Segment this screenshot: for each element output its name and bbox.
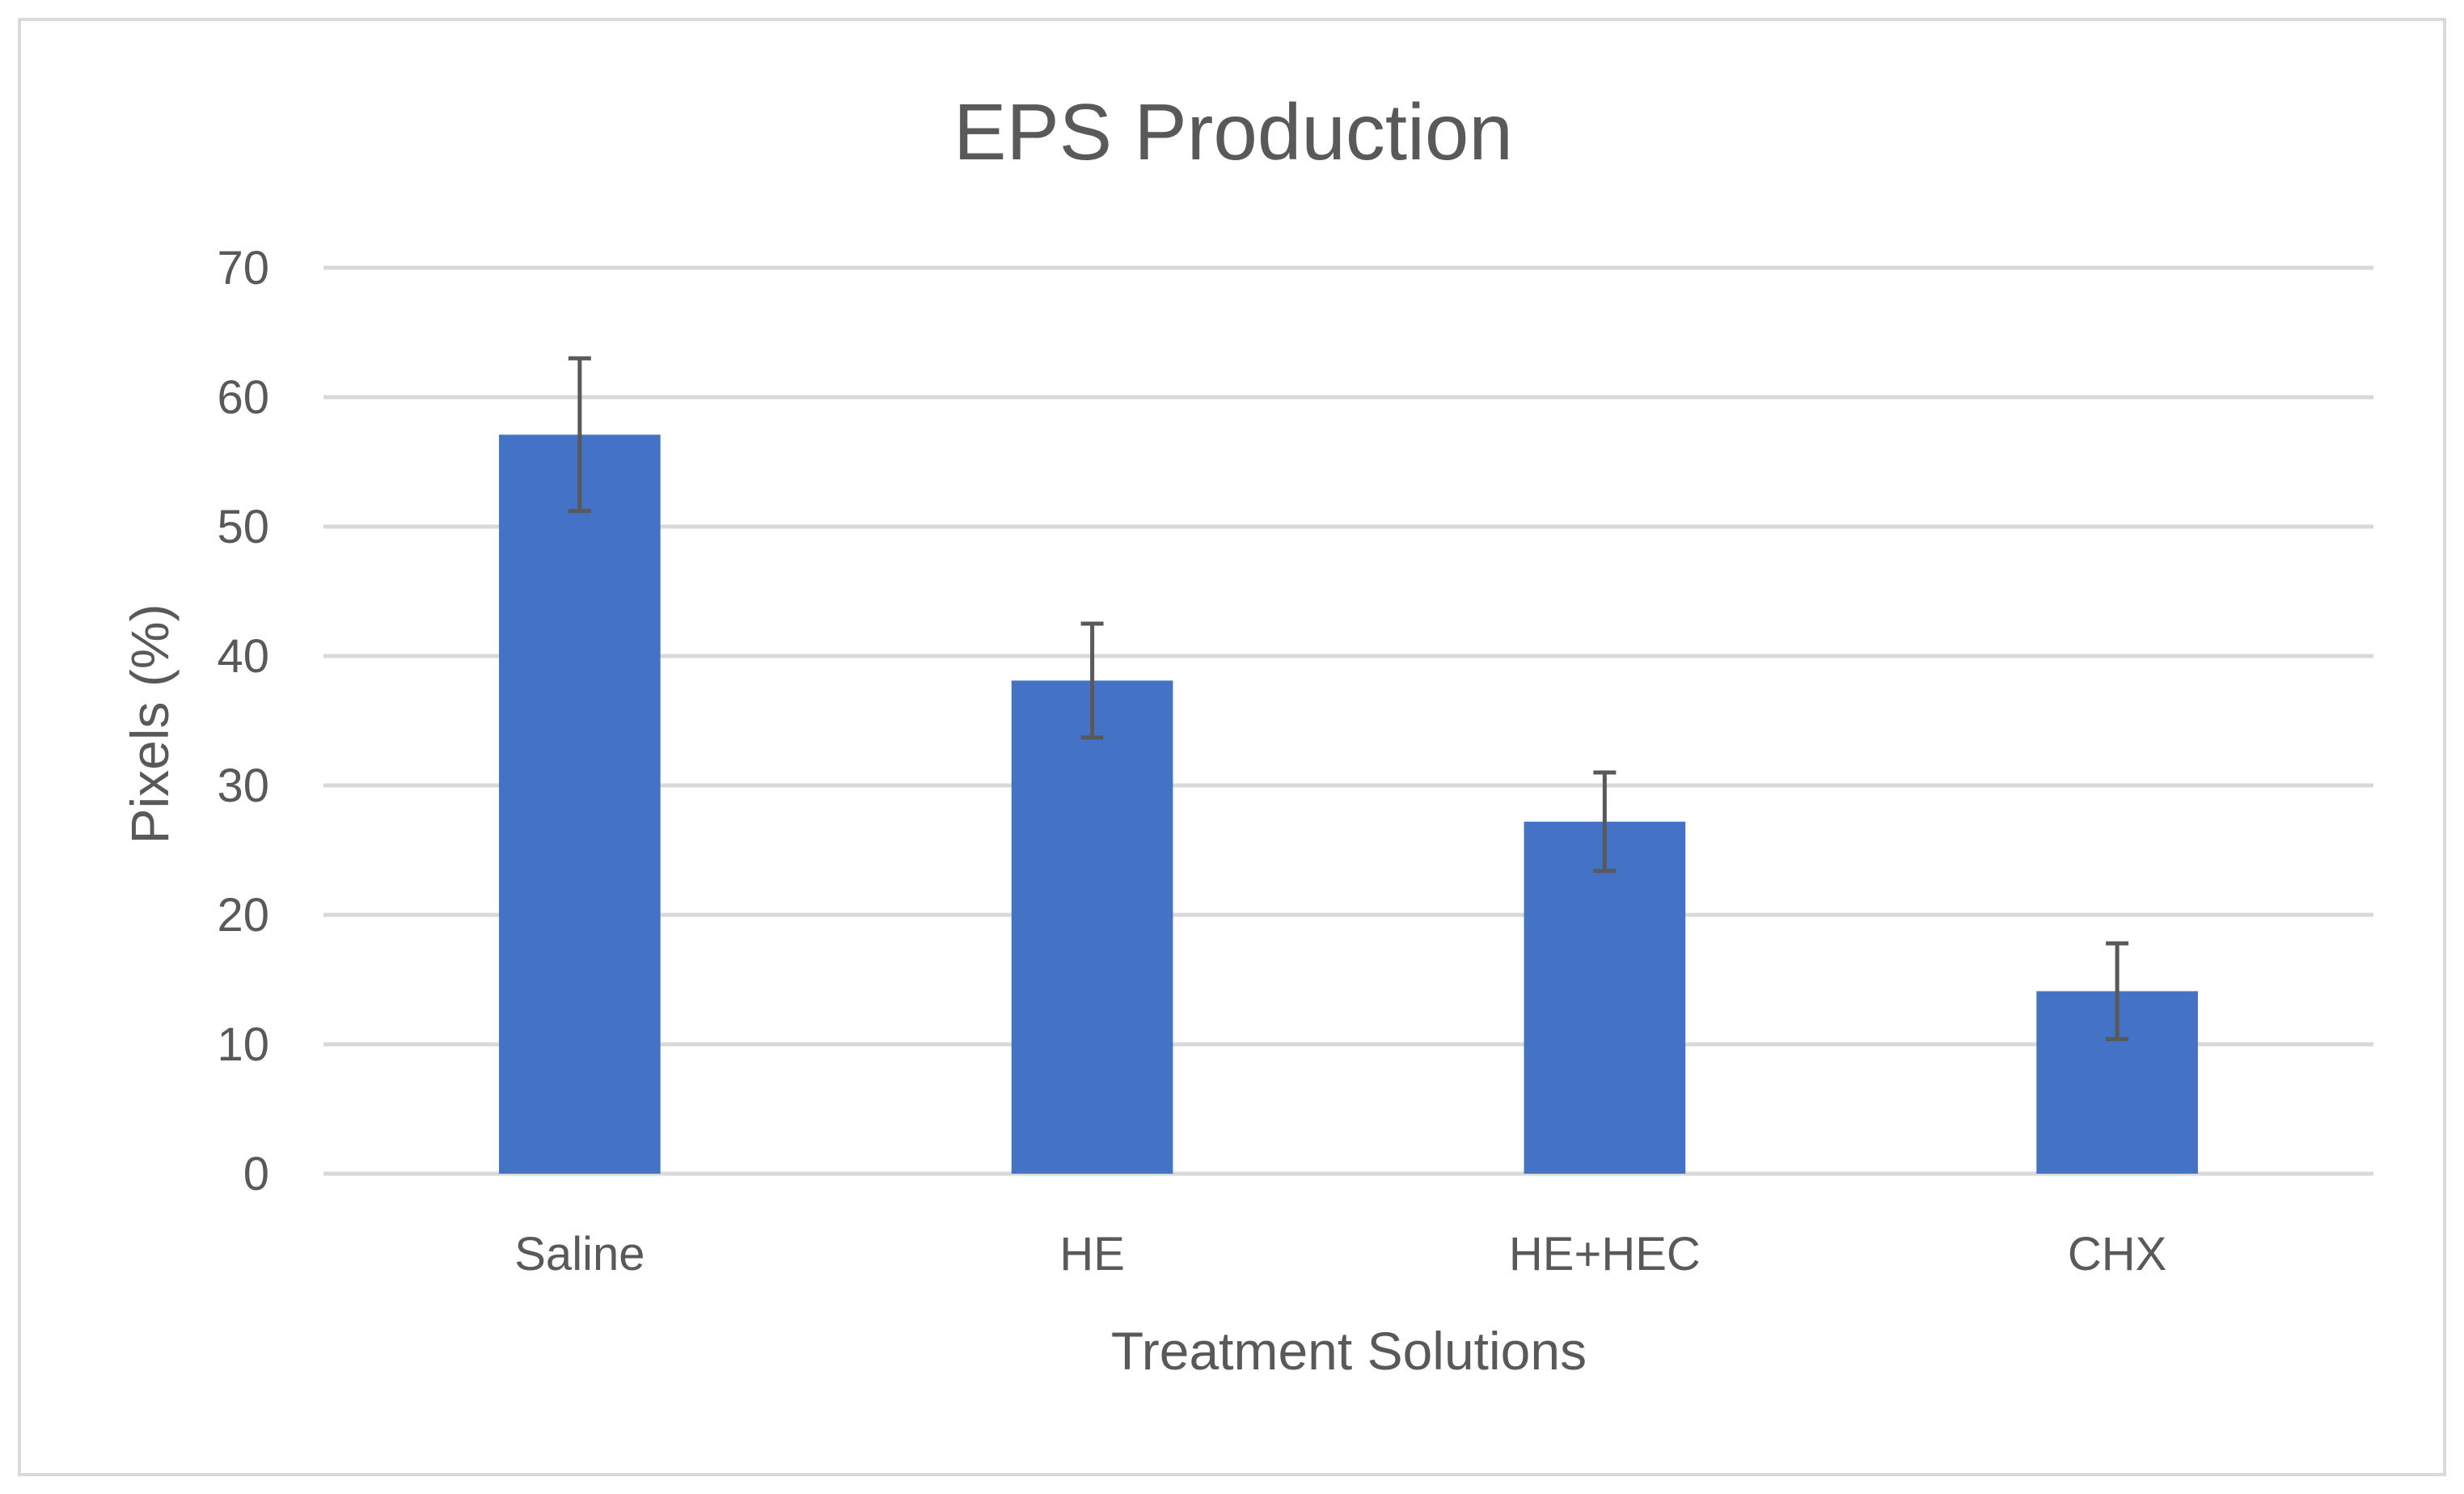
bar-saline [499, 434, 661, 1174]
x-axis-title: Treatment Solutions [1111, 1321, 1587, 1381]
y-tick-label: 10 [217, 1018, 269, 1071]
y-axis-title: Pixels (%) [120, 603, 180, 844]
chart-title: EPS Production [953, 87, 1513, 176]
error-bar [1593, 770, 1617, 874]
y-tick-label: 50 [217, 501, 269, 553]
x-tick-label: HE [1059, 1228, 1125, 1280]
y-tick-label: 20 [217, 889, 269, 942]
y-tick-label: 60 [217, 371, 269, 424]
y-tick-label: 70 [217, 242, 269, 294]
x-tick-label: Saline [514, 1228, 645, 1280]
bar-he [1011, 680, 1173, 1174]
y-tick-label: 30 [217, 760, 269, 812]
error-bar [2106, 941, 2129, 1042]
chart-frame [18, 18, 2446, 1476]
error-bars [568, 356, 2129, 1042]
gridlines [323, 265, 2373, 1176]
bars [499, 434, 2198, 1174]
y-tick-label: 40 [217, 630, 269, 683]
bar-he-hec [1524, 821, 1686, 1174]
x-tick-label: HE+HEC [1509, 1228, 1701, 1280]
x-tick-label: CHX [2068, 1228, 2166, 1280]
error-bar [1080, 621, 1104, 740]
y-tick-label: 0 [243, 1148, 269, 1200]
x-axis-tick-labels: Saline HE HE+HEC CHX [514, 1228, 2166, 1280]
y-axis-tick-labels: 0 10 20 30 40 50 60 70 [217, 242, 269, 1200]
error-bar [568, 356, 591, 514]
